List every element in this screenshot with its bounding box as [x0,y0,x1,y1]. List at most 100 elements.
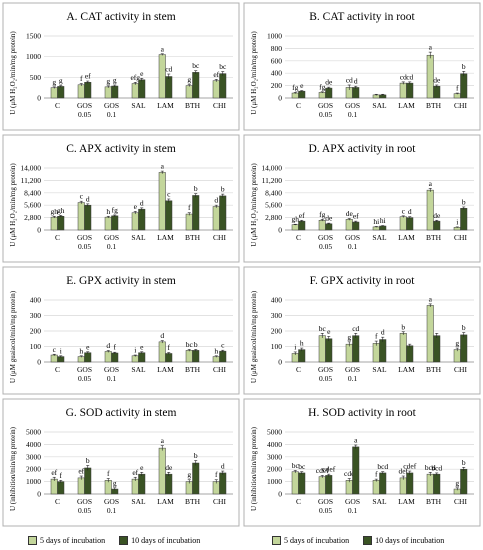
chart-title: G. SOD activity in stem [66,407,177,419]
bar-10-days [84,204,92,231]
bar-10-days [460,208,468,231]
significance-letter: efg [130,73,140,82]
significance-letter: b [86,456,90,465]
y-tick-label: 400 [271,296,283,305]
significance-letter: hi [380,216,386,225]
bar-10-days [111,85,119,99]
x-tick-label: GOS [77,101,92,110]
bar-10-days [352,446,360,495]
bar-10-days [460,73,468,99]
x-tick-label: CHI [454,365,467,374]
significance-letter: d [160,331,164,340]
y-tick-label: 3000 [267,452,282,461]
x-tick-label: GOS [104,497,119,506]
significance-letter: f [114,343,117,352]
significance-letter: i [60,346,62,355]
y-tick-label: 200 [271,327,283,336]
x-tick-label: SAL [131,497,146,506]
bar-5-days [104,480,112,495]
bar-10-days [325,223,333,231]
bar-10-days [138,79,146,99]
bar-10-days [325,475,333,495]
significance-letter: d [86,194,90,203]
x-tick-label: SAL [131,101,146,110]
x-tick-label: GOS [318,365,333,374]
chart-title: C. APX activity in stem [66,143,176,155]
y-axis-label: U (μM H₂O₂/min/mg protein) [9,163,17,247]
significance-letter: ef [299,211,305,220]
bar-5-days [318,476,326,495]
x-tick-label: GOS [77,365,92,374]
y-axis-label: U (μM H₂O₂/min/mg protein) [9,31,17,115]
x-tick-label: 0.05 [78,242,91,251]
significance-letter: bc [319,324,327,333]
bar-10-days [84,352,92,363]
panel-border [2,266,240,395]
significance-letter: gh [57,206,65,215]
bar-10-days [84,82,92,99]
significance-letter: cd [165,65,172,74]
significance-letter: hi [373,217,379,226]
bar-5-days [50,354,58,363]
x-tick-label: 0.1 [348,374,358,383]
y-tick-label: 300 [271,311,283,320]
y-tick-label: 0 [37,358,41,367]
y-tick-label: 1500 [26,32,41,41]
bar-10-days [352,87,360,99]
x-tick-label: GOS [104,233,119,242]
significance-letter: cdef [403,462,416,471]
x-tick-label: 0.05 [78,110,91,119]
bar-10-days [192,350,200,363]
x-tick-label: LAM [157,497,174,506]
significance-letter: b [462,323,466,332]
bar-10-days [433,220,441,231]
panel-border [2,2,240,131]
significance-letter: d [214,196,218,205]
legend-right: 5 days of incubation 10 days of incubati… [272,536,444,545]
y-tick-label: 8,400 [265,188,282,197]
significance-letter: de [325,214,333,223]
bar-10-days [460,334,468,363]
significance-letter: g [106,76,110,85]
bar-10-days [352,221,360,231]
chart-panel: D. APX activity in root U (μM H₂O₂/min/mg… [243,134,481,263]
bar-10-days [460,468,468,495]
x-tick-label: CHI [213,101,226,110]
significance-letter: ef [213,70,219,79]
bar-10-days [379,225,387,231]
x-tick-label: C [296,101,301,110]
bar-10-days [138,352,146,363]
significance-letter: g [187,470,191,479]
y-axis-label: U (μM H₂O₂/min/mg protein) [250,163,258,247]
significance-letter: a [161,436,165,445]
legend-swatch-5-days [28,536,37,545]
significance-letter: h [106,207,110,216]
y-tick-label: 800 [271,44,283,53]
bar-10-days [298,349,306,363]
y-tick-label: 0 [278,94,282,103]
y-tick-label: 2,800 [24,213,41,222]
bar-5-days [399,216,407,231]
significance-letter: ef [353,212,359,221]
significance-letter: i [456,217,458,226]
significance-letter: c [167,190,171,199]
y-axis-label: U (inhibition/min/mg protein) [250,426,258,511]
x-tick-label: BTH [426,365,442,374]
significance-letter: fg [319,210,325,219]
x-tick-label: GOS [104,365,119,374]
legend-label-10-days: 10 days of incubation [131,536,201,545]
bar-10-days [379,472,387,495]
bar-5-days [131,478,139,495]
significance-letter: c [80,192,84,201]
y-tick-label: 1000 [267,32,282,41]
x-tick-label: BTH [185,497,201,506]
panel-border [243,134,481,263]
x-tick-label: BTH [185,101,201,110]
significance-letter: b [221,185,225,194]
significance-letter: de [433,75,441,84]
significance-letter: ef [85,72,91,81]
chart-panel: F. GPX activity in root U (μM guaiacol/mi… [243,266,481,395]
x-tick-label: C [55,365,60,374]
significance-letter: fg [112,205,118,214]
significance-letter: cd [400,72,407,81]
